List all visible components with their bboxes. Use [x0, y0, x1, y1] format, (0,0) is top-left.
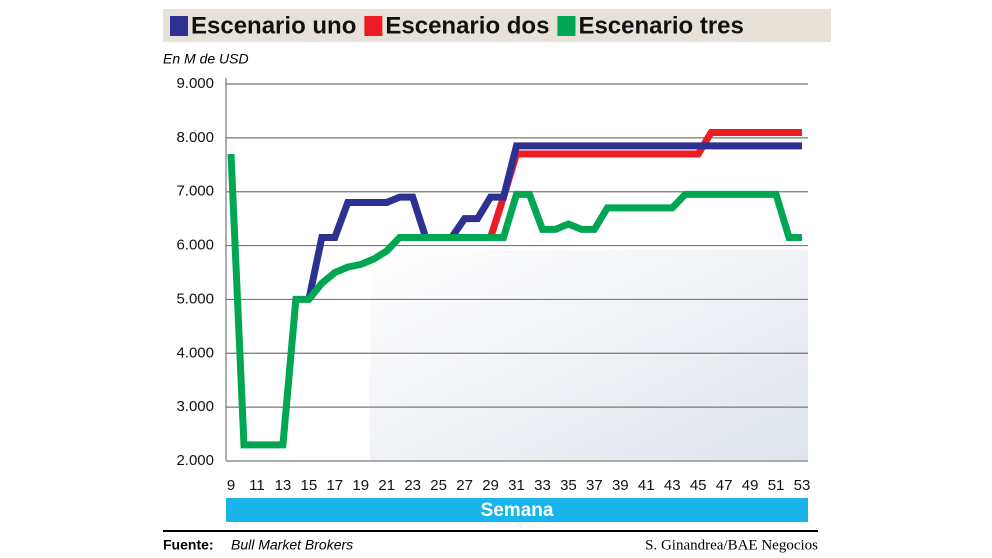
y-tick-label: 5.000 — [176, 290, 214, 307]
legend: Escenario uno Escenario dos Escenario tres — [170, 12, 744, 39]
source: Bull Market Brokers — [231, 537, 353, 553]
legend-label: Escenario dos — [385, 12, 549, 39]
x-tick-label: 19 — [352, 477, 369, 494]
legend-swatch — [364, 16, 383, 36]
y-tick-label: 9.000 — [176, 75, 214, 92]
x-tick-label: 23 — [404, 477, 421, 494]
x-tick-label: 43 — [664, 477, 681, 494]
x-tick-label: 21 — [378, 477, 395, 494]
x-tick-label: 29 — [482, 477, 499, 494]
background-photo — [370, 250, 808, 460]
x-tick-label: 15 — [301, 477, 318, 494]
x-tick-label: 13 — [275, 477, 292, 494]
x-tick-label: 17 — [326, 477, 343, 494]
x-tick-label: 53 — [794, 477, 811, 494]
y-tick-label: 2.000 — [176, 452, 214, 469]
x-tick-label: 33 — [534, 477, 551, 494]
credit: S. Ginandrea/BAE Negocios — [645, 537, 818, 553]
x-tick-label: 9 — [227, 477, 235, 494]
x-axis-band — [226, 498, 808, 522]
legend-label: Escenario tres — [578, 12, 743, 39]
y-tick-label: 8.000 — [176, 129, 214, 146]
y-axis-label: En M de USD — [163, 51, 249, 67]
y-tick-label: 6.000 — [176, 237, 214, 254]
x-tick-label: 25 — [430, 477, 447, 494]
series-line — [487, 128, 802, 239]
x-tick-label: 45 — [690, 477, 707, 494]
series-line — [305, 142, 802, 301]
legend-swatch — [557, 16, 576, 36]
x-axis-label: Semana — [481, 500, 554, 521]
y-tick-label: 7.000 — [176, 183, 214, 200]
x-tick-label: 39 — [612, 477, 629, 494]
legend-swatch — [170, 16, 188, 36]
legend-label: Escenario uno — [191, 12, 356, 39]
x-tick-label: 11 — [249, 477, 265, 494]
x-tick-label: 51 — [768, 477, 785, 494]
y-tick-label: 4.000 — [176, 344, 214, 361]
x-tick-label: 35 — [560, 477, 577, 494]
series-line — [227, 153, 802, 449]
x-tick-label: 41 — [638, 477, 655, 494]
x-tick-label: 31 — [508, 477, 525, 494]
x-tick-label: 37 — [586, 477, 603, 494]
x-tick-label: 47 — [716, 477, 733, 494]
x-tick-label: 49 — [742, 477, 759, 494]
x-tick-label: 27 — [456, 477, 473, 494]
legend-box — [163, 9, 831, 42]
y-tick-label: 3.000 — [176, 398, 214, 415]
source-label: Fuente: — [163, 537, 214, 553]
